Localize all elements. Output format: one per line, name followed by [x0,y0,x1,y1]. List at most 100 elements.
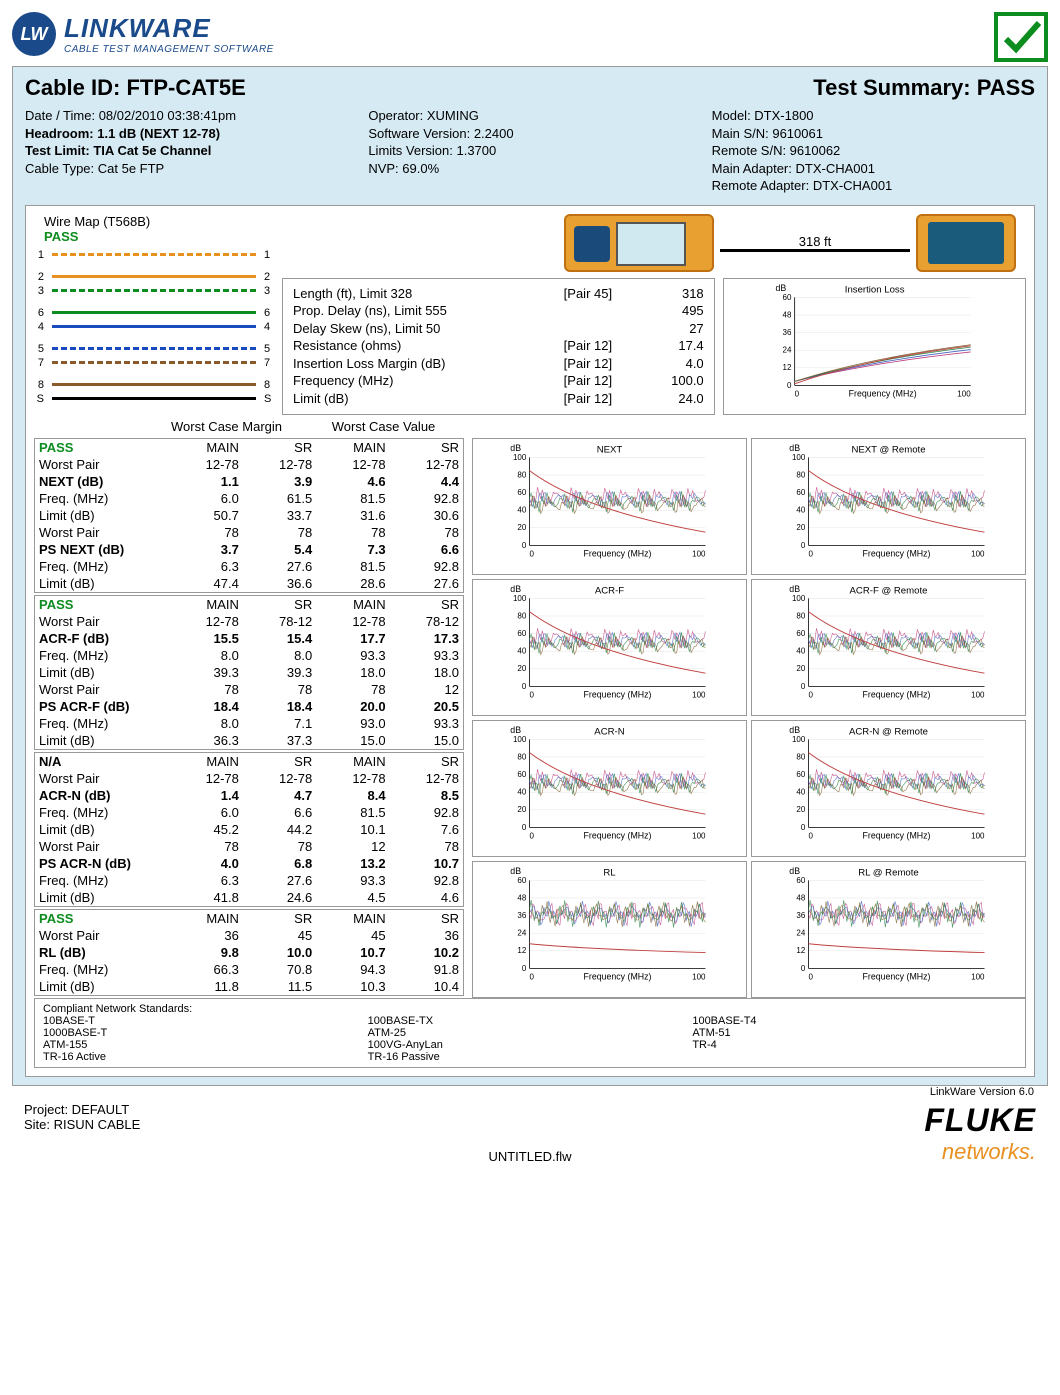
info-mainadapter: Main Adapter: DTX-CHA001 [712,160,1035,178]
table-row: Freq. (MHz)8.07.193.093.3 [35,715,463,732]
svg-text:40: 40 [796,787,805,796]
svg-text:80: 80 [517,611,526,620]
table-row: PS ACR-N (dB)4.06.813.210.7 [35,855,463,872]
svg-text:60: 60 [517,488,526,497]
main-tester-icon [564,214,714,272]
svg-text:36: 36 [796,911,805,920]
svg-text:0: 0 [801,681,806,690]
svg-text:100: 100 [692,972,706,981]
svg-text:24: 24 [517,928,526,937]
chart-insertion-loss: dBInsertion Loss604836241200100Frequency… [723,278,1026,415]
svg-text:48: 48 [782,310,791,319]
data-block: N/AMAINSRMAINSRWorst Pair12-7812-7812-78… [34,752,464,907]
svg-text:36: 36 [517,911,526,920]
svg-text:0: 0 [522,681,527,690]
svg-text:Frequency (MHz): Frequency (MHz) [863,971,931,981]
table-row: RL (dB)9.810.010.710.2 [35,944,463,961]
table-row: Limit (dB)45.244.210.17.6 [35,821,463,838]
svg-text:Frequency (MHz): Frequency (MHz) [848,388,916,398]
svg-text:0: 0 [809,831,814,840]
wiremap-pair: 88 [34,378,274,392]
svg-text:80: 80 [517,752,526,761]
svg-text:0: 0 [522,963,527,972]
compliant-title: Compliant Network Standards: [43,1003,1017,1015]
svg-text:0: 0 [530,549,535,558]
measurement-row: Delay Skew (ns), Limit 5027 [293,320,704,338]
table-row: Limit (dB)36.337.315.015.0 [35,732,463,749]
chart-rl: dBRL604836241200100Frequency (MHz) [472,861,747,998]
svg-text:60: 60 [517,629,526,638]
svg-text:80: 80 [796,752,805,761]
svg-text:100: 100 [513,593,527,602]
compliant-item: TR-16 Passive [368,1051,693,1063]
svg-text:dB: dB [510,584,521,594]
svg-text:100: 100 [971,549,985,558]
svg-text:60: 60 [796,875,805,884]
svg-text:Frequency (MHz): Frequency (MHz) [584,971,652,981]
compliant-item: 100BASE-TX [368,1015,693,1027]
info-headroom: Headroom: 1.1 dB (NEXT 12-78) [25,125,348,143]
svg-text:40: 40 [517,787,526,796]
table-row: Freq. (MHz)6.327.681.592.8 [35,558,463,575]
table-row: Worst Pair78787878 [35,524,463,541]
wiremap-title: Wire Map (T568B) [44,214,274,229]
wiremap-pair: 66 [34,306,274,320]
table-row: PS ACR-F (dB)18.418.420.020.5 [35,698,463,715]
svg-text:Frequency (MHz): Frequency (MHz) [863,689,931,699]
chart-next: dBNEXT1008060402000100Frequency (MHz) [472,438,747,575]
svg-text:100: 100 [971,972,985,981]
compliant-item: TR-16 Active [43,1051,368,1063]
compliant-item: ATM-51 [692,1027,1017,1039]
table-row: Worst Pair78787812 [35,681,463,698]
table-row: PS NEXT (dB)3.75.47.36.6 [35,541,463,558]
wiremap-pair: SS [34,392,274,406]
cable-id-title: Cable ID: FTP-CAT5E [25,75,246,101]
wiremap-pair: 44 [34,320,274,334]
svg-text:0: 0 [794,389,799,398]
svg-text:0: 0 [801,963,806,972]
info-nvp: NVP: 69.0% [368,160,691,178]
table-row: NEXT (dB)1.13.94.64.4 [35,473,463,490]
svg-text:100: 100 [692,549,706,558]
svg-text:0: 0 [809,690,814,699]
compliant-item: 100VG-AnyLan [368,1039,693,1051]
compliant-item [692,1051,1017,1063]
table-row: Freq. (MHz)8.08.093.393.3 [35,647,463,664]
table-row: Worst Pair12-7878-1212-7878-12 [35,613,463,630]
remote-tester-icon [916,214,1016,272]
svg-text:0: 0 [809,972,814,981]
wiremap-pass: PASS [44,229,274,244]
info-limver: Limits Version: 1.3700 [368,142,691,160]
svg-text:Insertion Loss: Insertion Loss [844,284,904,295]
svg-text:0: 0 [530,831,535,840]
header-wcv: Worst Case Value [305,419,462,434]
table-row: Freq. (MHz)66.370.894.391.8 [35,961,463,978]
svg-text:20: 20 [796,523,805,532]
compliant-item: ATM-25 [368,1027,693,1039]
measurement-row: Resistance (ohms)[Pair 12]17.4 [293,337,704,355]
chart-rl-remote: dBRL @ Remote604836241200100Frequency (M… [751,861,1026,998]
svg-text:20: 20 [796,664,805,673]
measurement-row: Length (ft), Limit 328[Pair 45]318 [293,285,704,303]
table-row: Limit (dB)39.339.318.018.0 [35,664,463,681]
svg-text:100: 100 [957,389,971,398]
svg-text:60: 60 [517,875,526,884]
compliant-item: TR-4 [692,1039,1017,1051]
svg-text:100: 100 [971,831,985,840]
chart-acr-f: dBACR-F1008060402000100Frequency (MHz) [472,579,747,716]
svg-text:ACR-N @ Remote: ACR-N @ Remote [849,726,928,737]
svg-text:60: 60 [796,488,805,497]
svg-text:24: 24 [782,345,791,354]
info-remotesn: Remote S/N: 9610062 [712,142,1035,160]
info-col-1: Date / Time: 08/02/2010 03:38:41pm Headr… [25,107,348,195]
table-row: Freq. (MHz)6.327.693.392.8 [35,872,463,889]
info-operator: Operator: XUMING [368,107,691,125]
svg-text:100: 100 [692,831,706,840]
svg-text:Frequency (MHz): Frequency (MHz) [863,830,931,840]
footer-site: Site: RISUN CABLE [24,1117,140,1132]
svg-text:100: 100 [513,734,527,743]
svg-text:60: 60 [782,293,791,302]
measurement-row: Limit (dB)[Pair 12]24.0 [293,390,704,408]
compliant-standards: Compliant Network Standards: 10BASE-T100… [34,998,1026,1068]
compliant-item: ATM-155 [43,1039,368,1051]
